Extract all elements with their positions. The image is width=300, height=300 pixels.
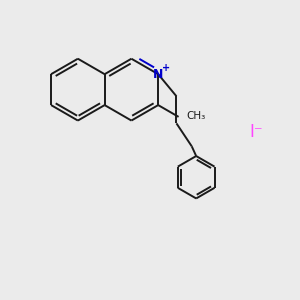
Text: I⁻: I⁻ bbox=[249, 123, 263, 141]
Text: +: + bbox=[162, 63, 170, 73]
Text: N: N bbox=[153, 68, 164, 81]
Text: CH₃: CH₃ bbox=[187, 111, 206, 121]
